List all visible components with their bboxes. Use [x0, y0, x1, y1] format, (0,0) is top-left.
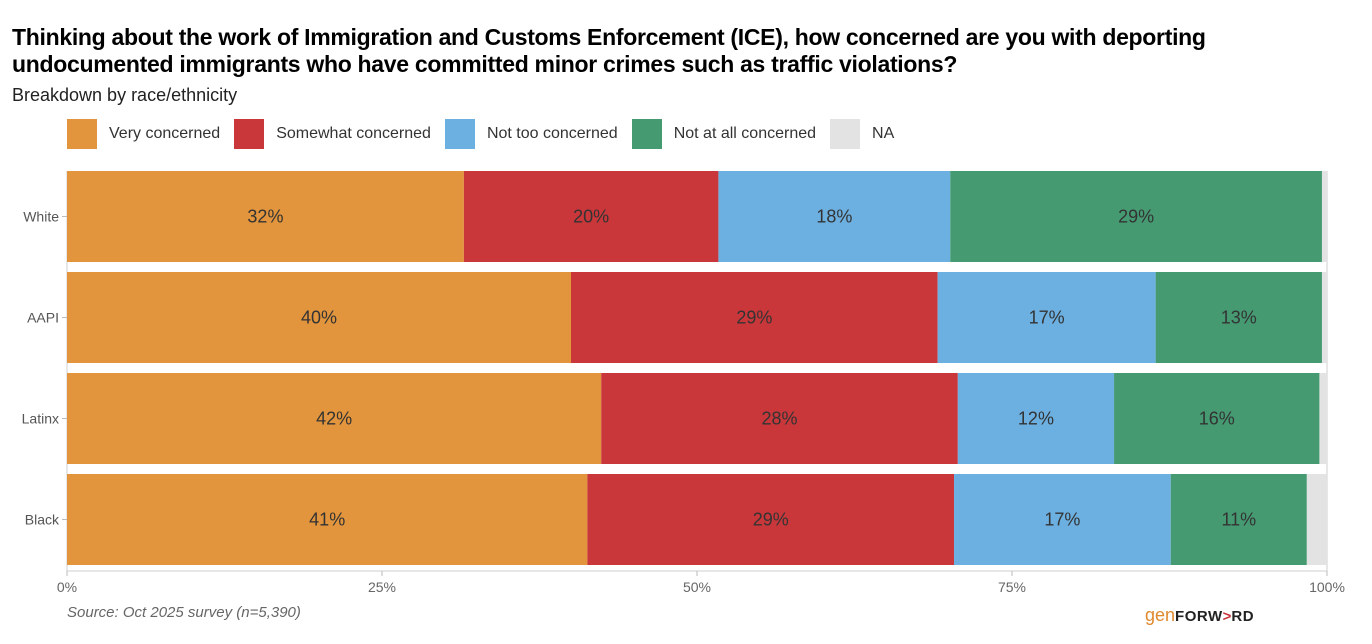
bar-latinx-not-at-all-concerned — [1114, 373, 1320, 464]
chart-subtitle: Breakdown by race/ethnicity — [12, 85, 238, 105]
x-tick-label: 25% — [368, 579, 396, 595]
legend-label: Very concerned — [109, 125, 221, 142]
source-note: Source: Oct 2025 survey (n=5,390) — [67, 604, 301, 621]
legend-swatch — [234, 119, 265, 149]
bar-black-not-at-all-concerned — [1170, 474, 1307, 565]
legend-label: Somewhat concerned — [276, 125, 431, 142]
data-label: 13% — [1221, 308, 1257, 328]
logo-arrow-icon: > — [1222, 608, 1232, 625]
data-label: 42% — [316, 409, 352, 429]
genforward-logo: genFORW>RD — [1145, 605, 1254, 626]
bar-latinx-very-concerned — [67, 373, 602, 464]
bar-black-very-concerned — [67, 474, 588, 565]
bar-aapi-not-too-concerned — [937, 272, 1156, 363]
x-tick-label: 0% — [57, 579, 77, 595]
logo-forward-post: RD — [1231, 608, 1255, 625]
bar-latinx-na — [1319, 373, 1327, 464]
x-tick-label: 50% — [683, 579, 711, 595]
x-tick-label: 75% — [998, 579, 1026, 595]
legend-item-not-too-concerned: Not too concerned — [444, 119, 620, 149]
bar-white-not-too-concerned — [718, 171, 951, 262]
data-label: 41% — [309, 510, 345, 530]
legend-item-not-at-all-concerned: Not at all concerned — [631, 119, 818, 149]
data-label: 12% — [1018, 409, 1054, 429]
data-label: 29% — [1118, 207, 1154, 227]
data-label: 28% — [762, 409, 798, 429]
legend-swatch — [830, 119, 861, 149]
legend-label: NA — [872, 125, 895, 142]
bar-white-not-at-all-concerned — [950, 171, 1322, 262]
legend: Very concerned Somewhat concerned Not too … — [67, 118, 908, 150]
bar-black-na — [1306, 474, 1327, 565]
legend-swatch — [67, 119, 97, 149]
bar-aapi-na — [1321, 272, 1327, 363]
bar-latinx-somewhat-concerned — [601, 373, 958, 464]
legend-item-na: NA — [830, 119, 896, 149]
legend-item-somewhat-concerned: Somewhat concerned — [234, 119, 433, 149]
legend-label: Not too concerned — [486, 125, 618, 142]
legend-item-very-concerned: Very concerned — [67, 119, 222, 149]
data-label: 11% — [1221, 510, 1256, 530]
data-label: 18% — [816, 207, 852, 227]
data-label: 17% — [1029, 308, 1065, 328]
y-tick-label: Latinx — [22, 411, 59, 427]
bar-aapi-very-concerned — [67, 272, 571, 363]
bar-black-not-too-concerned — [954, 474, 1171, 565]
data-label: 29% — [736, 308, 772, 328]
y-tick-label: Black — [25, 512, 60, 528]
data-label: 40% — [301, 308, 337, 328]
data-label: 17% — [1044, 510, 1080, 530]
data-label: 16% — [1199, 409, 1235, 429]
chart-title: Thinking about the work of Immigration a… — [12, 24, 1206, 78]
bar-aapi-not-at-all-concerned — [1155, 272, 1322, 363]
bar-black-somewhat-concerned — [587, 474, 955, 565]
bar-white-very-concerned — [67, 171, 464, 262]
legend-label: Not at all concerned — [673, 125, 817, 142]
bar-aapi-somewhat-concerned — [571, 272, 938, 363]
data-label: 20% — [573, 207, 609, 227]
logo-forward-pre: FORW — [1175, 608, 1223, 625]
y-tick-label: AAPI — [27, 310, 59, 326]
legend-swatch — [444, 119, 475, 149]
bar-white-na — [1321, 171, 1327, 262]
chart-title-line-1: Thinking about the work of Immigration a… — [12, 24, 1206, 50]
x-tick-label: 100% — [1309, 579, 1345, 595]
bar-latinx-not-too-concerned — [957, 373, 1115, 464]
bar-white-somewhat-concerned — [463, 171, 719, 262]
legend-swatch — [631, 119, 662, 149]
data-label: 29% — [753, 510, 789, 530]
chart-title-line-2: undocumented immigrants who have committ… — [12, 51, 958, 77]
logo-gen: gen — [1145, 605, 1176, 625]
y-tick-label: White — [23, 209, 59, 225]
data-label: 32% — [247, 207, 283, 227]
